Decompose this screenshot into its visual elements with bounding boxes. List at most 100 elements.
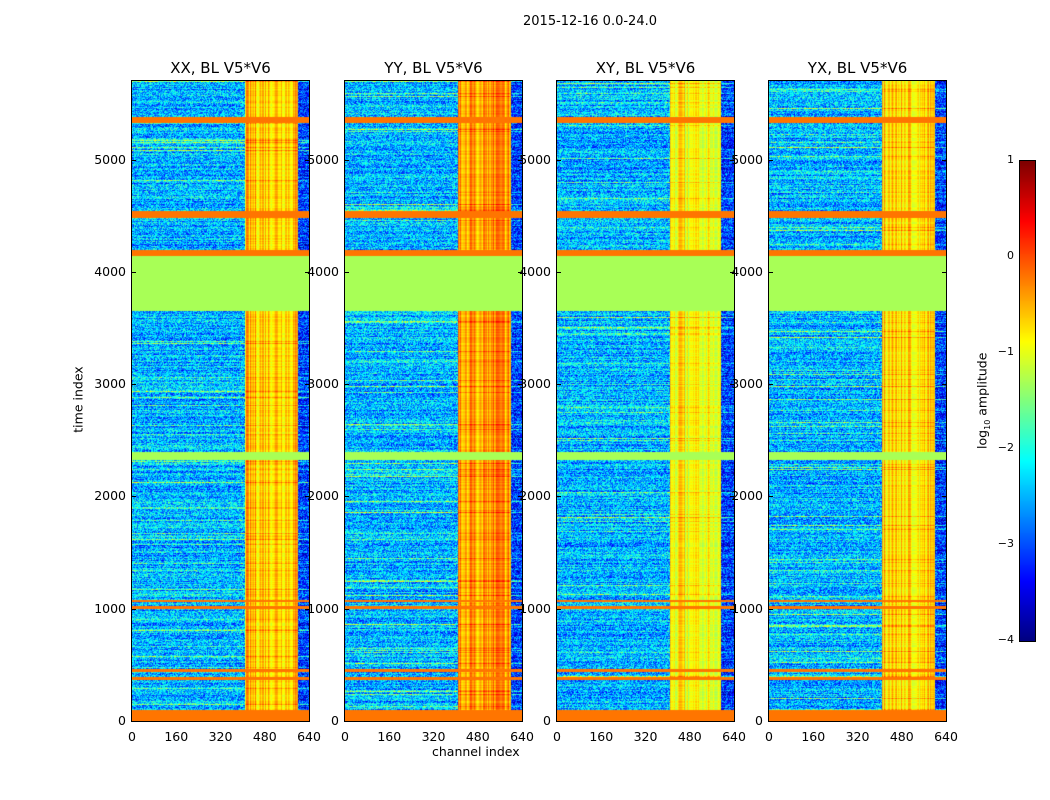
x-tick-label: 160	[589, 729, 614, 744]
x-tick-label: 480	[252, 729, 277, 744]
y-tick-mark	[730, 384, 734, 386]
y-tick-label: 5000	[519, 151, 551, 167]
x-tick-label: 640	[722, 729, 746, 744]
y-tick-label: 4000	[519, 263, 551, 279]
colorbar-tick-label: −4	[997, 633, 1014, 646]
y-tick-mark	[942, 159, 946, 161]
y-tick-mark	[730, 271, 734, 273]
y-tick-mark	[345, 496, 349, 498]
y-tick-mark	[132, 271, 136, 273]
x-tick-label: 320	[421, 729, 446, 744]
y-tick-label: 1000	[731, 600, 763, 616]
y-tick-mark	[305, 496, 309, 498]
colorbar-tick-label: −2	[997, 441, 1014, 454]
heatmap-panel-4: YX, BL V5*V6 0 160 320 480 640 0 1000 2000 3000 40…	[731, 59, 958, 744]
heatmap-image	[345, 81, 522, 721]
y-tick-label: 0	[543, 713, 551, 728]
colorbar-label: log10 amplitude	[974, 352, 992, 449]
x-tick-label: 320	[845, 729, 870, 744]
y-tick-label: 0	[331, 713, 339, 728]
y-tick-label: 2000	[94, 488, 126, 504]
y-tick-mark	[518, 608, 522, 610]
x-tick-label: 160	[801, 729, 826, 744]
x-tick-label: 160	[164, 729, 189, 744]
y-tick-mark	[769, 721, 773, 722]
y-tick-label: 1000	[94, 600, 126, 616]
y-tick-mark	[345, 159, 349, 161]
y-tick-mark	[557, 159, 561, 161]
y-tick-mark	[518, 721, 522, 722]
y-tick-mark	[345, 271, 349, 273]
y-tick-mark	[730, 721, 734, 722]
y-tick-label: 4000	[94, 263, 126, 279]
y-tick-mark	[305, 271, 309, 273]
y-tick-label: 3000	[519, 376, 551, 392]
x-axis-label: channel index	[432, 744, 520, 759]
y-tick-mark	[305, 159, 309, 161]
y-tick-mark	[769, 159, 773, 161]
y-tick-mark	[132, 608, 136, 610]
panel-title: YY, BL V5*V6	[384, 59, 483, 77]
y-tick-label: 5000	[94, 151, 126, 167]
heatmap-panel-3: XY, BL V5*V6 0 160 320 480 640 0 1000 2000 3000 40…	[519, 59, 746, 744]
y-tick-mark	[345, 721, 349, 722]
y-tick-mark	[769, 496, 773, 498]
panel-title: XX, BL V5*V6	[170, 59, 271, 77]
x-tick-label: 480	[465, 729, 490, 744]
y-tick-label: 2000	[519, 488, 551, 504]
x-tick-label: 320	[633, 729, 658, 744]
y-tick-label: 1000	[519, 600, 551, 616]
y-tick-label: 1000	[307, 600, 339, 616]
y-tick-mark	[345, 384, 349, 386]
y-tick-mark	[305, 384, 309, 386]
y-tick-mark	[730, 608, 734, 610]
y-tick-mark	[730, 159, 734, 161]
x-tick-label: 0	[765, 729, 773, 744]
x-tick-label: 640	[510, 729, 534, 744]
x-tick-label: 480	[677, 729, 702, 744]
y-tick-mark	[942, 384, 946, 386]
y-tick-mark	[942, 721, 946, 722]
y-tick-mark	[132, 159, 136, 161]
y-tick-mark	[942, 271, 946, 273]
heatmap-panel-2: YY, BL V5*V6 0 160 320 480 640 0 1000 2000 3000 40…	[307, 59, 534, 744]
y-tick-mark	[557, 384, 561, 386]
colorbar-tick-label: 0	[1007, 249, 1014, 262]
heatmap-image	[769, 81, 946, 721]
y-tick-label: 5000	[307, 151, 339, 167]
y-tick-label: 0	[118, 713, 126, 728]
y-tick-mark	[518, 271, 522, 273]
y-tick-mark	[132, 721, 136, 722]
y-tick-mark	[557, 271, 561, 273]
y-tick-label: 3000	[307, 376, 339, 392]
heatmap-image	[557, 81, 734, 721]
y-tick-mark	[769, 608, 773, 610]
x-tick-label: 640	[297, 729, 321, 744]
x-tick-label: 640	[934, 729, 958, 744]
figure-title: 2015-12-16 0.0-24.0	[523, 14, 657, 29]
y-tick-mark	[557, 496, 561, 498]
y-tick-label: 2000	[731, 488, 763, 504]
x-tick-label: 480	[889, 729, 914, 744]
y-tick-label: 2000	[307, 488, 339, 504]
y-tick-mark	[305, 721, 309, 722]
x-tick-label: 0	[128, 729, 136, 744]
y-tick-mark	[518, 384, 522, 386]
y-tick-label: 3000	[94, 376, 126, 392]
y-tick-mark	[942, 496, 946, 498]
y-tick-mark	[132, 384, 136, 386]
y-axis-label: time index	[70, 366, 86, 433]
y-tick-mark	[730, 496, 734, 498]
y-tick-mark	[942, 608, 946, 610]
heatmap-panel-1: XX, BL V5*V6 0 160 320 480 640 0 1000 2000 3000 40…	[94, 59, 321, 744]
colorbar-tick-label: 1	[1007, 153, 1014, 166]
y-tick-label: 4000	[731, 263, 763, 279]
x-tick-label: 0	[553, 729, 561, 744]
y-tick-label: 3000	[731, 376, 763, 392]
panel-title: YX, BL V5*V6	[807, 59, 908, 77]
y-tick-mark	[132, 496, 136, 498]
y-tick-label: 4000	[307, 263, 339, 279]
y-tick-mark	[518, 159, 522, 161]
colorbar	[1019, 160, 1036, 642]
y-tick-mark	[557, 721, 561, 722]
